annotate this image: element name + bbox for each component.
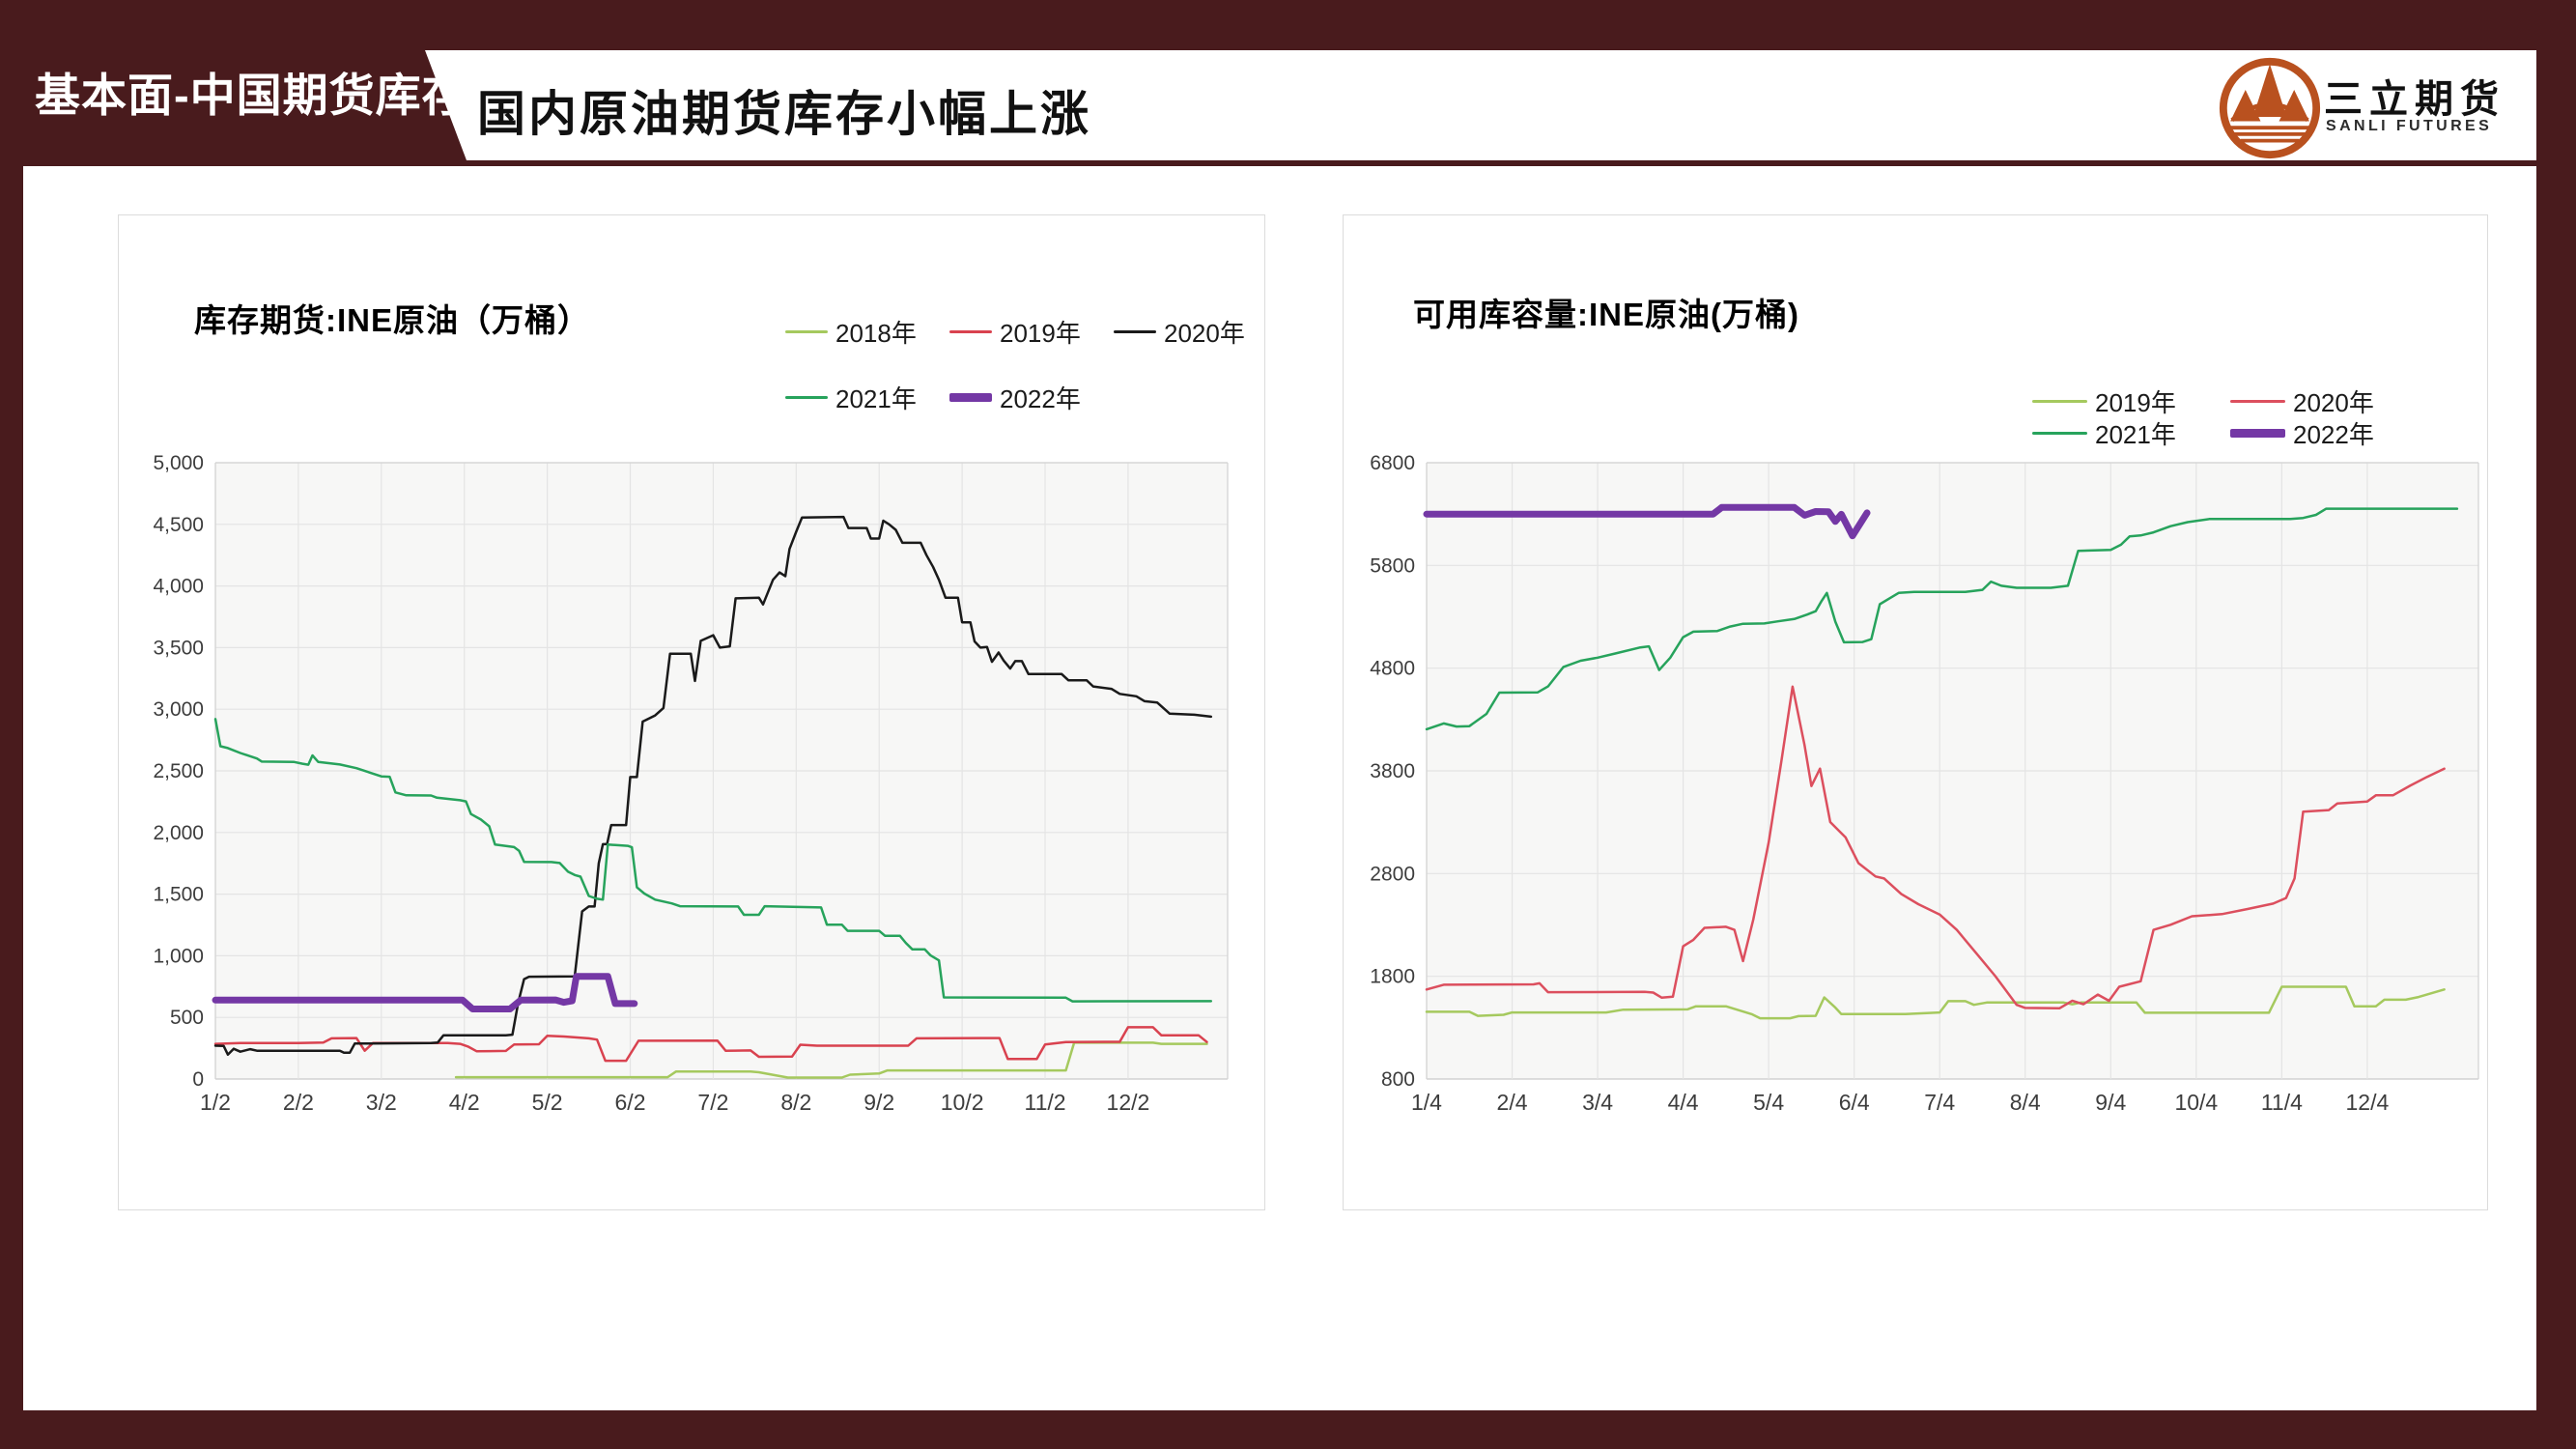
x-tick-label: 10/2 — [941, 1090, 984, 1115]
title-ribbon — [425, 50, 2536, 160]
legend-label: 2018年 — [835, 319, 917, 348]
logo: 三立期货 SANLI FUTURES — [2216, 52, 2505, 164]
series-line-2021年 — [213, 718, 1213, 1003]
x-tick-label: 9/4 — [2095, 1090, 2126, 1115]
series-line-2020年 — [213, 515, 1213, 1056]
x-tick-label: 11/2 — [1024, 1090, 1065, 1115]
legend-label: 2021年 — [835, 384, 917, 413]
y-tick-label: 0 — [192, 1068, 204, 1091]
legend-swatch — [2230, 429, 2285, 438]
legend-swatch — [2032, 431, 2087, 436]
x-tick-label: 1/2 — [200, 1090, 231, 1115]
legend-item-2020年: 2020年 — [2230, 384, 2428, 419]
plot-frame — [1426, 462, 2479, 1079]
y-tick-label: 6800 — [1370, 452, 1415, 474]
legend-label: 2019年 — [1000, 319, 1081, 348]
y-tick-label: 1800 — [1370, 966, 1415, 988]
x-tick-label: 2/4 — [1497, 1090, 1528, 1115]
x-tick-label: 1/4 — [1411, 1090, 1442, 1115]
legend-row: 2018年 2019年 2020年 — [785, 314, 1278, 350]
chart-plot: 5,000 4,500 4,000 3,500 3,000 2,500 2,000 1,500… — [153, 452, 1229, 1115]
y-tick-label: 5800 — [1370, 554, 1415, 577]
page-title: 国内原油期货库存小幅上涨 — [477, 87, 1091, 141]
x-tick-label: 4/4 — [1668, 1090, 1699, 1115]
legend-swatch — [949, 393, 992, 402]
x-tick-label: 11/4 — [2261, 1090, 2303, 1115]
section-title: 基本面-中国期货库存 — [35, 70, 468, 121]
legend-swatch — [785, 395, 828, 400]
y-tick-label: 2800 — [1370, 863, 1415, 885]
y-tick-label: 3800 — [1370, 760, 1415, 782]
y-tick-label: 2,000 — [153, 822, 204, 844]
x-tick-label: 5/4 — [1753, 1090, 1784, 1115]
y-tick-label: 2,500 — [153, 760, 204, 782]
legend-label: 2020年 — [2293, 388, 2374, 417]
legend-label: 2019年 — [2095, 388, 2176, 417]
y-tick-label: 500 — [170, 1007, 204, 1029]
legend-label: 2020年 — [1164, 319, 1245, 348]
legend-item-2021年: 2021年 — [2032, 415, 2230, 451]
y-tick-label: 800 — [1381, 1068, 1415, 1091]
mountain-circle-logo-icon — [2216, 54, 2324, 162]
legend-swatch — [949, 329, 992, 334]
x-tick-label: 7/2 — [697, 1090, 728, 1115]
x-tick-label: 2/2 — [283, 1090, 314, 1115]
y-tick-label: 4,500 — [153, 514, 204, 536]
series-line-2021年 — [1425, 507, 2459, 731]
legend-swatch — [2032, 399, 2087, 404]
series-line-2018年 — [454, 1041, 1208, 1079]
legend-swatch — [785, 329, 828, 334]
y-tick-label: 1,000 — [153, 945, 204, 967]
legend-item-2021年: 2021年 — [785, 380, 949, 415]
legend-row: 2021年 2022年 — [2032, 415, 2428, 451]
x-tick-label: 5/2 — [532, 1090, 563, 1115]
x-tick-label: 4/2 — [449, 1090, 480, 1115]
legend-item-2022年: 2022年 — [2230, 415, 2428, 451]
y-tick-label: 3,500 — [153, 637, 204, 659]
y-tick-label: 4800 — [1370, 658, 1415, 680]
chart-title: 库存期货:INE原油（万桶） — [194, 302, 590, 338]
series-line-2022年 — [212, 973, 638, 1012]
x-tick-label: 3/2 — [366, 1090, 397, 1115]
x-tick-label: 3/4 — [1582, 1090, 1613, 1115]
x-tick-label: 9/2 — [863, 1090, 894, 1115]
legend-label: 2022年 — [2293, 420, 2374, 449]
legend-label: 2022年 — [1000, 384, 1081, 413]
legend-label: 2021年 — [2095, 420, 2176, 449]
x-tick-label: 12/4 — [2346, 1090, 2390, 1115]
series-line-2020年 — [1425, 685, 2446, 1010]
legend-item-2019年: 2019年 — [949, 314, 1114, 350]
x-tick-label: 8/2 — [780, 1090, 811, 1115]
x-tick-label: 8/4 — [2010, 1090, 2041, 1115]
chart-panel-storage-capacity: 可用库容量:INE原油(万桶) 2019年 2020年 2021年 2022年 680… — [1343, 214, 2488, 1210]
chart-panel-futures-inventory: 库存期货:INE原油（万桶） 2018年 2019年 2020年 2021年 2022年… — [118, 214, 1265, 1210]
series-line-2019年 — [1425, 985, 2446, 1020]
x-tick-label: 12/2 — [1107, 1090, 1150, 1115]
logo-name-cn: 三立期货 — [2324, 78, 2505, 121]
legend-row: 2021年 2022年 — [785, 380, 1114, 415]
legend-item-2020年: 2020年 — [1114, 314, 1278, 350]
legend-swatch — [1114, 329, 1156, 334]
series-line-2022年 — [1423, 503, 1871, 540]
x-tick-label: 7/4 — [1924, 1090, 1955, 1115]
y-tick-label: 3,000 — [153, 698, 204, 721]
y-tick-label: 4,000 — [153, 576, 204, 598]
logo-name-en: SANLI FUTURES — [2326, 118, 2493, 134]
legend-swatch — [2230, 399, 2285, 404]
y-tick-label: 1,500 — [153, 884, 204, 906]
legend-item-2019年: 2019年 — [2032, 384, 2230, 419]
plot-frame — [214, 462, 1229, 1079]
y-tick-label: 5,000 — [153, 452, 204, 474]
x-tick-label: 6/4 — [1839, 1090, 1870, 1115]
x-tick-label: 6/2 — [615, 1090, 646, 1115]
chart-title: 可用库容量:INE原油(万桶) — [1413, 297, 1799, 332]
legend-item-2022年: 2022年 — [949, 380, 1114, 415]
legend-row: 2019年 2020年 — [2032, 384, 2428, 419]
x-tick-label: 10/4 — [2174, 1090, 2218, 1115]
legend-item-2018年: 2018年 — [785, 314, 949, 350]
